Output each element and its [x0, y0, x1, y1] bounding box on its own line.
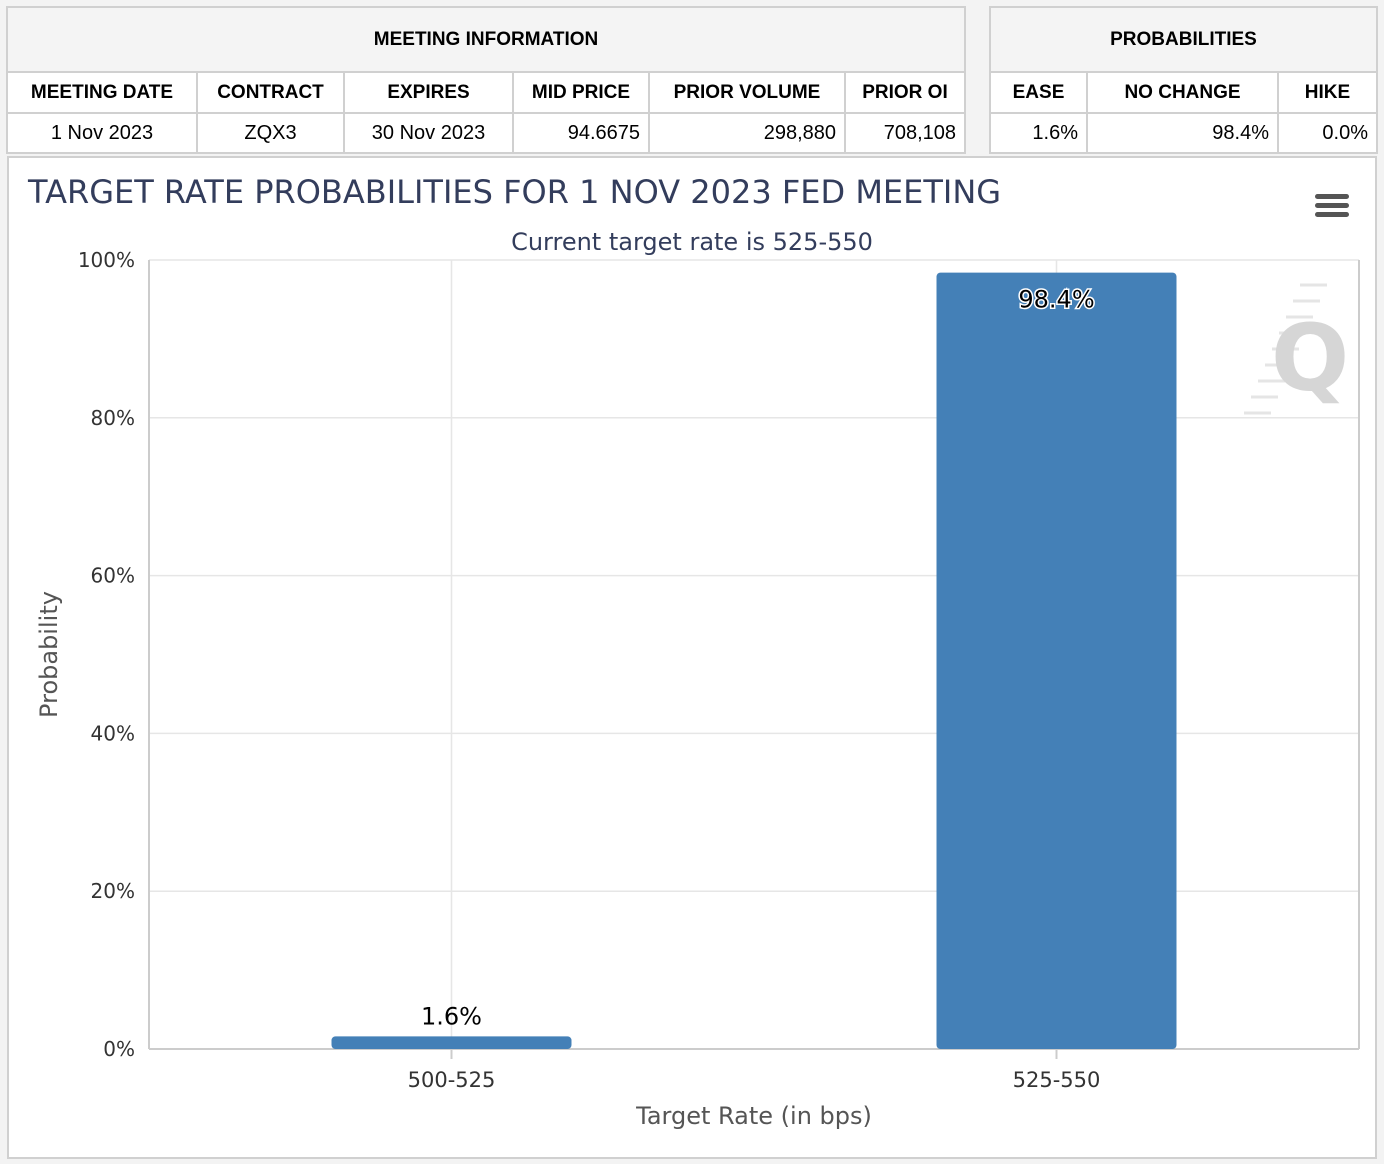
q-logo-watermark: Q: [1244, 283, 1349, 415]
col-expires: EXPIRES: [343, 71, 514, 114]
x-axis-title: Target Rate (in bps): [635, 1102, 872, 1130]
data-label: 98.4%: [1018, 286, 1094, 314]
meeting-information-table: MEETING INFORMATION MEETING DATE CONTRAC…: [6, 6, 966, 154]
chart-subtitle: Current target rate is 525-550: [511, 228, 873, 256]
data-label: 1.6%: [421, 1002, 482, 1030]
col-contract: CONTRACT: [196, 71, 345, 114]
y-axis-title: Probability: [35, 591, 63, 718]
y-tick-label: 60%: [91, 564, 135, 588]
contract-value: ZQX3: [196, 112, 345, 154]
chart-panel: TARGET RATE PROBABILITIES FOR 1 NOV 2023…: [7, 156, 1377, 1159]
y-tick-label: 80%: [91, 406, 135, 430]
probabilities-table: PROBABILITIES EASE NO CHANGE HIKE 1.6% 9…: [989, 6, 1378, 154]
mid-price-value: 94.6675: [512, 112, 650, 154]
probabilities-title: PROBABILITIES: [989, 6, 1378, 73]
col-no-change: NO CHANGE: [1086, 71, 1279, 114]
bar-chart: TARGET RATE PROBABILITIES FOR 1 NOV 2023…: [27, 173, 1360, 1130]
ease-value: 1.6%: [989, 112, 1088, 154]
col-ease: EASE: [989, 71, 1088, 114]
expires-value: 30 Nov 2023: [343, 112, 514, 154]
col-prior-oi: PRIOR OI: [844, 71, 966, 114]
x-tick-label: 500-525: [408, 1068, 496, 1092]
x-tick-label: 525-550: [1013, 1068, 1101, 1092]
table-row: 1.6% 98.4% 0.0%: [989, 112, 1378, 154]
no-change-value: 98.4%: [1086, 112, 1279, 154]
col-hike: HIKE: [1277, 71, 1378, 114]
bar-525-550: [936, 272, 1177, 1049]
prior-oi-value: 708,108: [844, 112, 966, 154]
bar-500-525: [331, 1036, 572, 1049]
hike-value: 0.0%: [1277, 112, 1378, 154]
meeting-date-value: 1 Nov 2023: [6, 112, 198, 154]
col-prior-volume: PRIOR VOLUME: [648, 71, 846, 114]
meeting-information-title: MEETING INFORMATION: [6, 6, 966, 73]
y-tick-label: 100%: [78, 248, 135, 272]
y-tick-label: 0%: [103, 1037, 135, 1061]
y-tick-label: 20%: [91, 879, 135, 903]
prior-volume-value: 298,880: [648, 112, 846, 154]
chart-title: TARGET RATE PROBABILITIES FOR 1 NOV 2023…: [27, 173, 1001, 211]
svg-text:Q: Q: [1271, 305, 1349, 412]
col-mid-price: MID PRICE: [512, 71, 650, 114]
col-meeting-date: MEETING DATE: [6, 71, 198, 114]
y-tick-label: 40%: [91, 721, 135, 745]
table-row: 1 Nov 2023 ZQX3 30 Nov 2023 94.6675 298,…: [6, 112, 966, 154]
hamburger-menu-icon[interactable]: [1315, 194, 1349, 222]
